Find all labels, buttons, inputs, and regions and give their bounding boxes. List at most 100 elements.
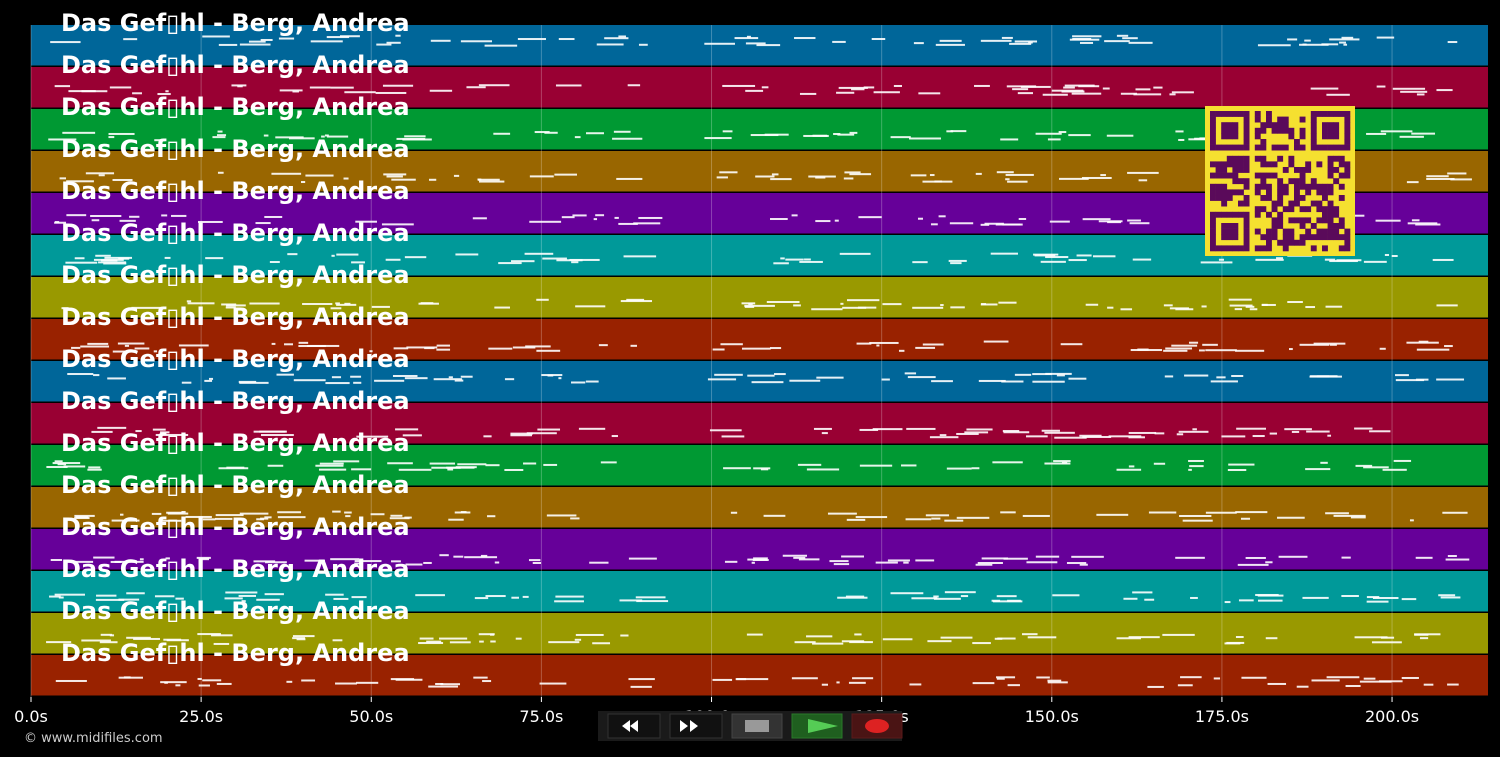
note [112, 350, 138, 353]
note [859, 428, 879, 431]
note [1205, 349, 1237, 352]
note [181, 510, 186, 513]
qr-cell [1254, 172, 1261, 179]
note [315, 464, 344, 467]
note [995, 223, 1021, 226]
note [571, 261, 579, 264]
note [744, 305, 755, 308]
note [55, 679, 87, 682]
note [960, 595, 969, 598]
note [1002, 430, 1020, 433]
note [1341, 36, 1354, 39]
qr-cell [1226, 195, 1233, 201]
note [1005, 178, 1010, 181]
note [915, 559, 935, 562]
note [387, 462, 413, 465]
qr-cell [1282, 144, 1289, 151]
note [256, 598, 280, 601]
note [1192, 428, 1197, 431]
note [510, 434, 533, 437]
note [265, 561, 287, 564]
forward-button[interactable] [669, 713, 723, 739]
qr-cell [1226, 228, 1233, 235]
note [350, 375, 362, 378]
note [1401, 598, 1417, 601]
note [905, 518, 932, 521]
note [938, 215, 946, 218]
note [1021, 633, 1038, 636]
qr-cell [1260, 139, 1267, 145]
note [213, 642, 230, 645]
qr-cell [1338, 234, 1345, 241]
note [433, 378, 463, 381]
qr-cell [1327, 111, 1334, 117]
note [1128, 41, 1153, 44]
qr-cell [1254, 127, 1261, 134]
note [165, 557, 170, 560]
note [940, 304, 944, 307]
qr-cell [1266, 183, 1272, 190]
note [276, 373, 294, 376]
note [1059, 177, 1089, 180]
note [611, 435, 618, 438]
note [816, 376, 844, 379]
note [529, 175, 554, 178]
note [1144, 598, 1155, 601]
note [455, 253, 479, 256]
note [1447, 555, 1457, 558]
qr-cell [1238, 111, 1244, 117]
qr-cell [1305, 189, 1312, 196]
note [933, 595, 939, 598]
note [302, 303, 333, 306]
qr-cell [1322, 122, 1328, 129]
qr-cell [1316, 111, 1323, 117]
note [386, 175, 403, 178]
note [1235, 511, 1268, 514]
record-button[interactable] [851, 713, 903, 739]
qr-cell [1210, 144, 1216, 151]
note [332, 639, 343, 642]
qr-cell [1338, 183, 1345, 190]
qr-cell [1310, 116, 1317, 123]
qr-cell [1226, 144, 1233, 151]
qr-code [1205, 106, 1355, 256]
note [558, 38, 575, 41]
note [1267, 682, 1287, 685]
note [996, 171, 1014, 174]
note [48, 138, 77, 141]
qr-cell [1282, 206, 1289, 213]
note [794, 641, 816, 644]
qr-cell [1288, 178, 1295, 185]
qr-cell [1243, 245, 1250, 252]
qr-cell [1282, 127, 1289, 134]
qr-cell [1266, 228, 1272, 235]
note [96, 594, 117, 597]
note [385, 258, 401, 261]
qr-cell [1210, 245, 1216, 252]
note [404, 256, 427, 259]
note [487, 515, 496, 518]
note [517, 38, 547, 41]
note [1320, 461, 1328, 464]
note [1078, 85, 1100, 88]
qr-cell [1271, 161, 1278, 168]
note [129, 215, 140, 218]
note [426, 640, 442, 643]
note [946, 467, 972, 470]
note [1216, 376, 1226, 379]
note [423, 561, 432, 564]
play-button[interactable] [791, 713, 843, 739]
note [420, 302, 434, 305]
stop-button[interactable] [731, 713, 783, 739]
note [431, 466, 461, 469]
qr-cell [1327, 183, 1334, 190]
qr-cell [1344, 144, 1351, 151]
note [855, 516, 888, 519]
note [1287, 301, 1303, 304]
note [478, 178, 500, 181]
qr-cell [1221, 111, 1228, 117]
note [351, 261, 365, 264]
note [780, 257, 785, 260]
rewind-button[interactable] [607, 713, 661, 739]
x-tick-label: 175.0s [1195, 707, 1249, 726]
